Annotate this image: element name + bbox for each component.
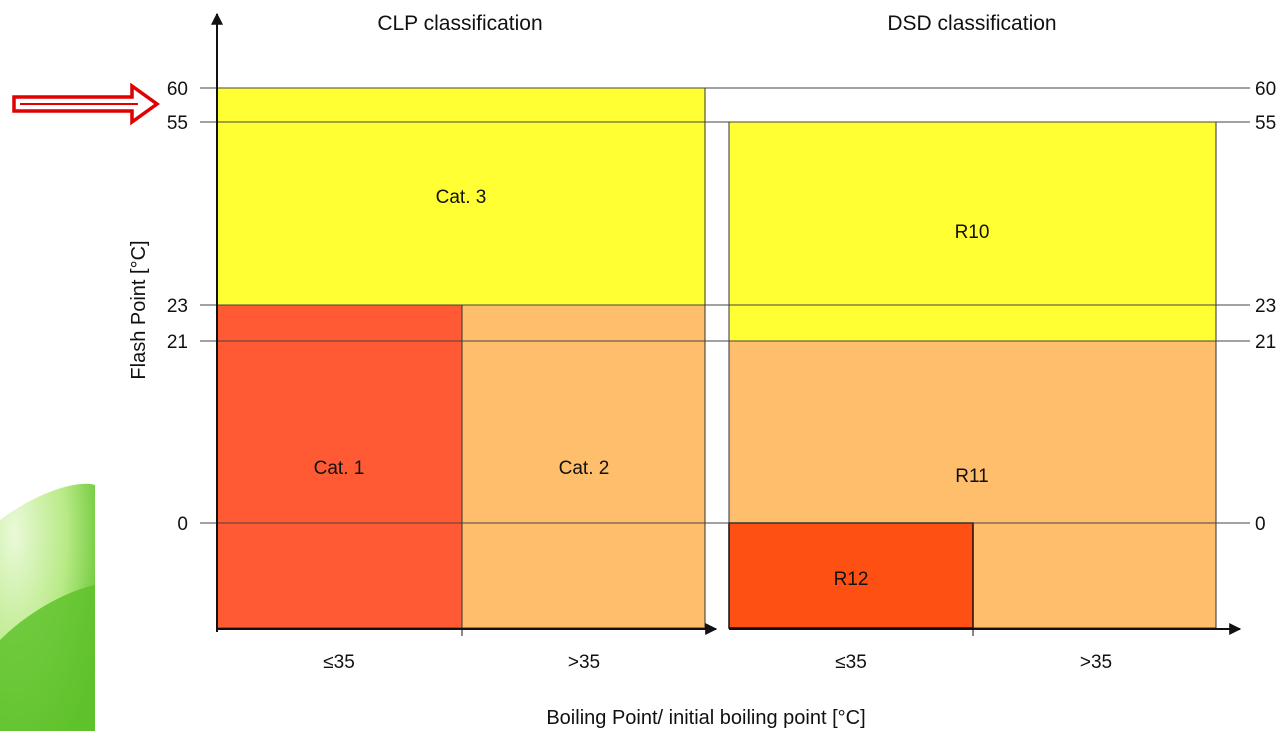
clp-cat2-label: Cat. 2 <box>559 458 610 479</box>
tick-label-21-right: 21 <box>1255 332 1276 353</box>
dsd-regions <box>728 121 1217 629</box>
reference-lines <box>200 87 1250 524</box>
right-arrow-icon <box>12 82 160 126</box>
x-label-clp-gt35: >35 <box>568 652 600 673</box>
y-axis-title: Flash Point [°C] <box>128 240 150 379</box>
dsd-r11-label: R11 <box>955 466 988 487</box>
axes <box>211 12 1242 636</box>
tick-label-23-right: 23 <box>1255 296 1276 317</box>
x-axis-title: Boiling Point/ initial boiling point [°C… <box>546 707 865 729</box>
tick-label-60-left: 60 <box>167 79 188 100</box>
tick-label-0-left: 0 <box>177 514 188 535</box>
dsd-r10-label: R10 <box>955 222 990 243</box>
dsd-r12-region <box>728 522 974 629</box>
background-decoration <box>0 483 95 731</box>
left-tick-labels: 60 55 23 21 0 <box>167 79 188 535</box>
clp-cat1-label: Cat. 1 <box>314 458 365 479</box>
tick-label-0-right: 0 <box>1255 514 1266 535</box>
tick-label-21-left: 21 <box>167 332 188 353</box>
clp-heading: CLP classification <box>377 12 542 35</box>
tick-label-55-right: 55 <box>1255 113 1276 134</box>
right-tick-labels: 60 55 23 21 0 <box>1255 79 1276 535</box>
clp-cat1-region <box>216 304 463 629</box>
tick-label-55-left: 55 <box>167 113 188 134</box>
clp-cat3-region <box>216 87 706 306</box>
tick-label-23-left: 23 <box>167 296 188 317</box>
clp-cat3-label: Cat. 3 <box>436 187 487 208</box>
x-label-dsd-le35: ≤35 <box>835 652 867 673</box>
tick-label-60-right: 60 <box>1255 79 1276 100</box>
clp-regions <box>216 87 706 629</box>
dsd-heading: DSD classification <box>887 12 1056 35</box>
dsd-r12-label: R12 <box>834 569 869 590</box>
x-label-clp-le35: ≤35 <box>323 652 355 673</box>
x-label-dsd-gt35: >35 <box>1080 652 1112 673</box>
